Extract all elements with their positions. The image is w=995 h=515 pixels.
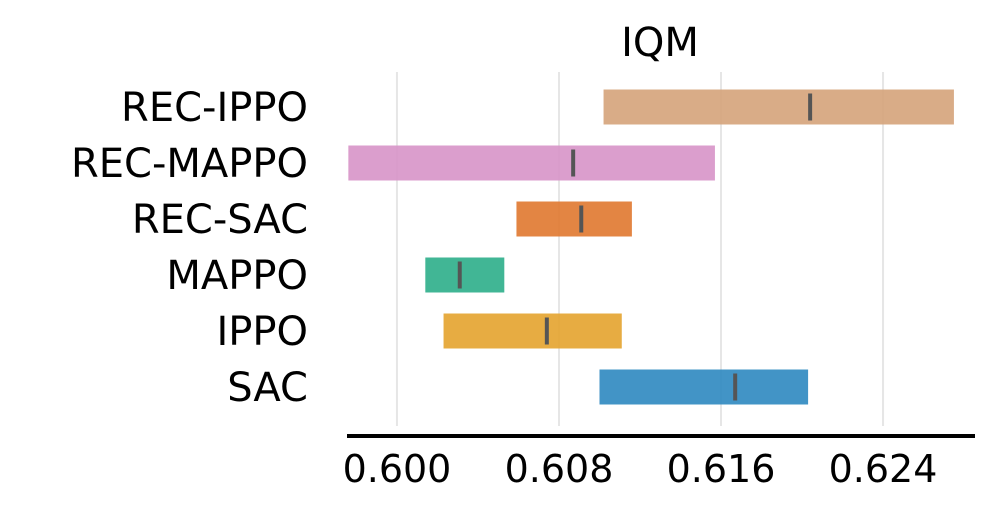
category-labels: REC-IPPO REC-MAPPO REC-SAC MAPPO IPPO SAC bbox=[71, 85, 308, 411]
interval-bar bbox=[603, 89, 954, 125]
interval-bar bbox=[516, 201, 632, 237]
x-tick-label: 0.608 bbox=[505, 447, 614, 491]
category-label: MAPPO bbox=[166, 253, 308, 299]
interval-bar bbox=[425, 257, 505, 293]
grid-lines bbox=[395, 72, 885, 426]
category-label: REC-IPPO bbox=[121, 85, 308, 131]
interval-bar bbox=[348, 145, 715, 181]
x-tick-labels: 0.600 0.608 0.616 0.624 bbox=[343, 447, 938, 491]
interval-bar bbox=[599, 369, 809, 405]
interval-bars bbox=[348, 89, 954, 405]
chart-title: IQM bbox=[621, 20, 699, 66]
x-tick-label: 0.616 bbox=[667, 447, 776, 491]
x-tick-label: 0.600 bbox=[343, 447, 452, 491]
category-label: SAC bbox=[227, 365, 308, 411]
category-label: IPPO bbox=[216, 309, 308, 355]
interval-bar bbox=[443, 313, 622, 349]
category-label: REC-MAPPO bbox=[71, 141, 308, 187]
category-label: REC-SAC bbox=[132, 197, 308, 243]
x-tick-label: 0.624 bbox=[829, 447, 938, 491]
